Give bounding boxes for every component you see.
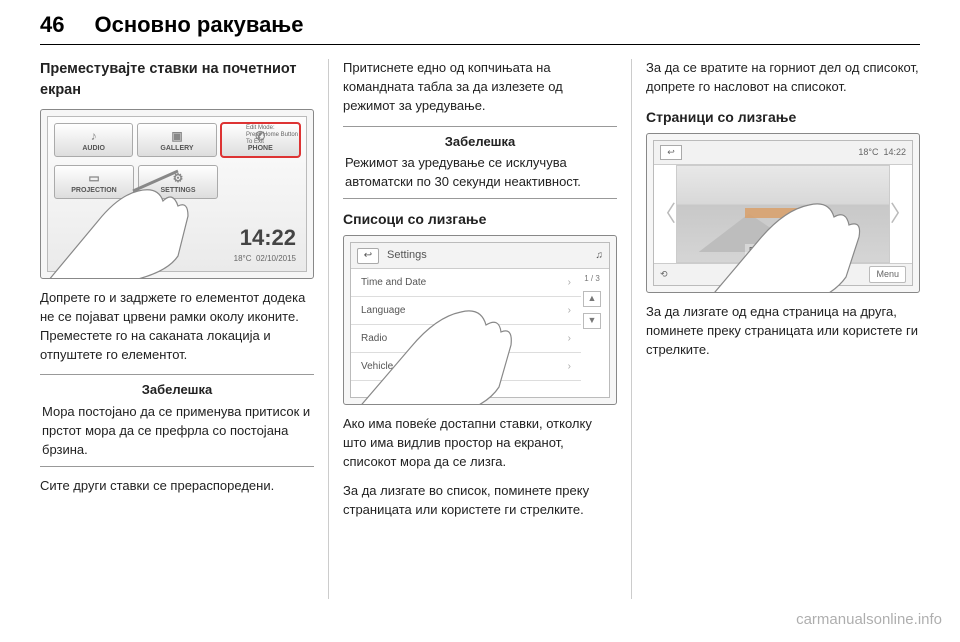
note-box: Забелешка Мора постојано да се применува… xyxy=(40,374,314,466)
column-1: Преместувајте ставки на почетниот екран … xyxy=(40,59,329,599)
column-2: Притиснете едно од копчињата на командна… xyxy=(329,59,632,599)
refresh-icon: ⟲ xyxy=(660,268,668,281)
paragraph: Ако има повеќе достапни ставки, отколку … xyxy=(343,415,617,472)
note-text: Мора постојано да се применува притисок … xyxy=(42,403,312,460)
subsection-title-scroll-lists: Списоци со лизгање xyxy=(343,209,617,229)
figure-picture-swipe: ↩ 18°C 14:22 〈 Blue Mountains.jpg 〉 ⟲ Me xyxy=(646,133,920,293)
app-icon-projection: ▭PROJECTION xyxy=(54,165,134,199)
note-label: Забелешка xyxy=(42,381,312,400)
status-info: 18°C 14:22 xyxy=(858,146,906,159)
chapter-title: Основно ракување xyxy=(94,12,303,38)
paragraph: Сите други ставки се прераспоредени. xyxy=(40,477,314,496)
paragraph: За да се вратите на горниот дел од списо… xyxy=(646,59,920,97)
note-text: Режимот за уредување се исклучува автома… xyxy=(345,154,615,192)
subsection-title-scroll-pages: Страници со лизгање xyxy=(646,107,920,127)
down-arrow-icon: ▼ xyxy=(583,313,601,329)
page-number: 46 xyxy=(40,12,64,38)
paragraph: Допрете го и задржете го елементот додек… xyxy=(40,289,314,364)
figure-settings-list: ↩ Settings ♫ Time and Date› Language› Ra… xyxy=(343,235,617,405)
photo-area: Blue Mountains.jpg xyxy=(676,165,890,263)
note-box: Забелешка Режимот за уредување се исклуч… xyxy=(343,126,617,200)
paragraph: Притиснете едно од копчињата на командна… xyxy=(343,59,617,116)
up-arrow-icon: ▲ xyxy=(583,291,601,307)
watermark: carmanualsonline.info xyxy=(796,611,942,628)
right-arrow-icon: 〉 xyxy=(890,198,912,230)
back-icon: ↩ xyxy=(660,145,682,160)
list-item: Vehicle› xyxy=(351,353,581,381)
app-icon-audio: ♪AUDIO xyxy=(54,123,133,157)
list-item: Time and Date› xyxy=(351,269,581,297)
edit-mode-hint: Edit Mode: Press Home Button To Exit xyxy=(246,125,298,147)
paragraph: За да лизгате од една страница на друга,… xyxy=(646,303,920,360)
left-arrow-icon: 〈 xyxy=(654,198,676,230)
column-3: За да се вратите на горниот дел од списо… xyxy=(632,59,920,599)
menu-button: Menu xyxy=(869,266,906,283)
figure-home-screen-edit: ♪AUDIO ▣GALLERY ✆PHONE ▭PROJECTION ⚙SETT… xyxy=(40,109,314,279)
app-icon-gallery: ▣GALLERY xyxy=(137,123,216,157)
back-icon: ↩ xyxy=(357,248,379,264)
settings-title: Settings xyxy=(387,248,427,264)
note-label: Забелешка xyxy=(345,133,615,152)
list-pager: 1 / 3 ▲ ▼ xyxy=(581,273,603,329)
settings-list: Time and Date› Language› Radio› Vehicle› xyxy=(351,269,581,381)
list-item: Radio› xyxy=(351,325,581,353)
paragraph: За да лизгате во список, поминете преку … xyxy=(343,482,617,520)
app-icon-settings: ⚙SETTINGS xyxy=(138,165,218,199)
filename-label: Blue Mountains.jpg xyxy=(745,244,821,258)
list-item: Language› xyxy=(351,297,581,325)
section-title-move-items: Преместувајте ставки на почетниот екран xyxy=(40,59,314,101)
clock-widget: 14:22 18°C 02/10/2015 xyxy=(234,222,296,265)
music-icon: ♫ xyxy=(596,249,604,264)
swipe-indicator xyxy=(745,208,821,218)
page-header: 46 Основно ракување xyxy=(40,12,920,45)
